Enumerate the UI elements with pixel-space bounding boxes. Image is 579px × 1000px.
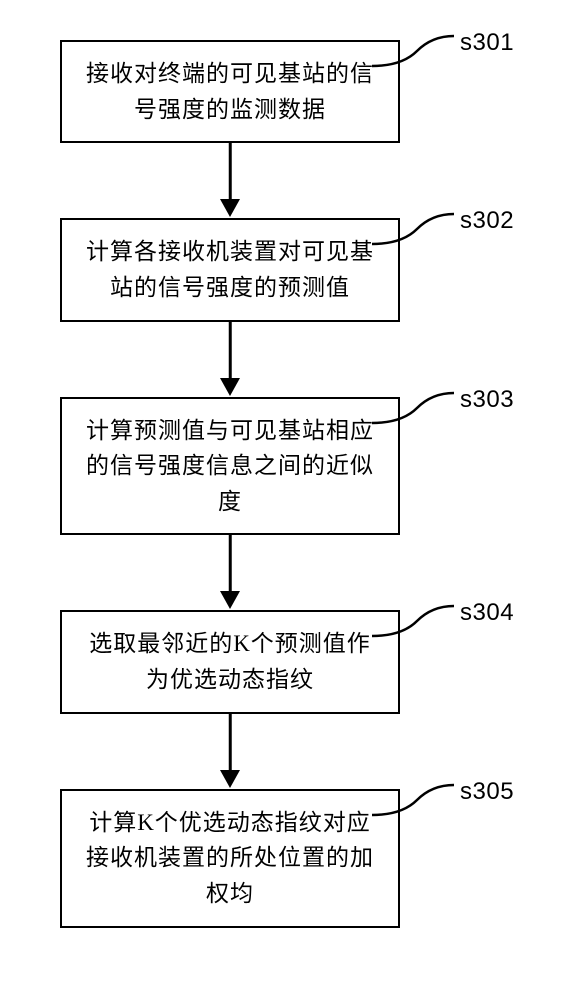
arrow-line [229, 714, 232, 772]
step-label: s305 [460, 773, 514, 810]
flow-arrow [60, 322, 400, 397]
arrow-line [229, 535, 232, 593]
arrow-line [229, 143, 232, 201]
flow-step-text: 计算K个优选动态指纹对应接收机装置的所处位置的加权均 [86, 810, 374, 906]
arrow-line [229, 322, 232, 380]
flow-step-text: 计算各接收机装置对可见基站的信号强度的预测值 [86, 239, 374, 300]
flow-arrow [60, 143, 400, 218]
arrow-head-icon [220, 770, 240, 788]
step-label: s301 [460, 24, 514, 61]
flow-step-s303: 计算预测值与可见基站相应的信号强度信息之间的近似度 s303 [60, 397, 400, 536]
flow-step-s304: 选取最邻近的K个预测值作为优选动态指纹 s304 [60, 610, 400, 713]
flow-arrow [60, 535, 400, 610]
flow-step-text: 接收对终端的可见基站的信号强度的监测数据 [86, 61, 374, 122]
step-label: s302 [460, 202, 514, 239]
flow-step-s302: 计算各接收机装置对可见基站的信号强度的预测值 s302 [60, 218, 400, 321]
flowchart-container: 接收对终端的可见基站的信号强度的监测数据 s301 计算各接收机装置对可见基站的… [60, 40, 520, 928]
leader-line [372, 36, 462, 76]
arrow-head-icon [220, 199, 240, 217]
step-label: s304 [460, 594, 514, 631]
flow-step-text: 选取最邻近的K个预测值作为优选动态指纹 [89, 631, 371, 692]
leader-line [372, 214, 462, 254]
leader-line [372, 785, 462, 825]
arrow-head-icon [220, 378, 240, 396]
leader-line [372, 393, 462, 433]
step-label: s303 [460, 381, 514, 418]
flow-step-text: 计算预测值与可见基站相应的信号强度信息之间的近似度 [86, 418, 374, 514]
arrow-head-icon [220, 591, 240, 609]
leader-line [372, 606, 462, 646]
flow-arrow [60, 714, 400, 789]
flow-step-s301: 接收对终端的可见基站的信号强度的监测数据 s301 [60, 40, 400, 143]
flow-step-s305: 计算K个优选动态指纹对应接收机装置的所处位置的加权均 s305 [60, 789, 400, 928]
